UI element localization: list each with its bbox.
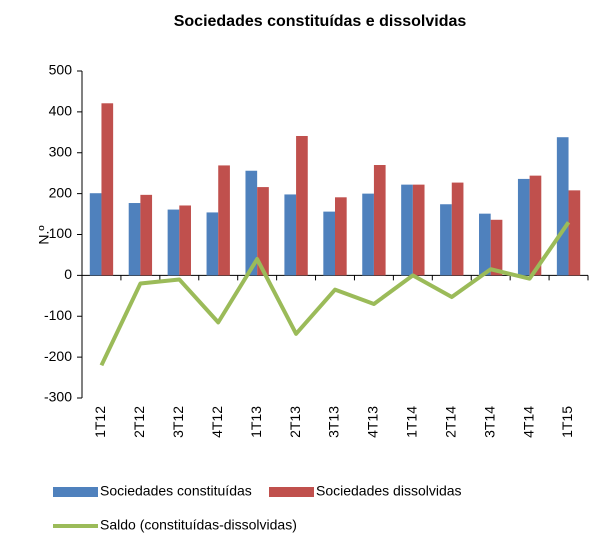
x-tick-label: 1T14 (404, 406, 420, 438)
y-tick-label: 400 (49, 103, 73, 119)
line (99, 221, 571, 367)
chart-title: Sociedades constituídas e dissolvidas (174, 13, 467, 30)
legend-label: Sociedades dissolvidas (316, 483, 462, 499)
y-tick-label: 500 (49, 62, 73, 78)
y-tick-label: -300 (44, 389, 72, 405)
bar (245, 170, 258, 276)
x-tick-label: 2T13 (287, 406, 303, 438)
legend-swatch (53, 487, 98, 497)
bar (257, 187, 269, 276)
bar (373, 165, 386, 276)
bar (490, 219, 503, 276)
bar (167, 209, 180, 276)
bar (529, 175, 542, 276)
x-tick-label: 3T12 (170, 406, 186, 438)
y-tick-label: 200 (49, 184, 73, 200)
y-tick-label: 100 (49, 225, 73, 241)
x-tick-label: 2T12 (131, 406, 147, 438)
bar (284, 194, 297, 276)
bar (517, 178, 530, 276)
bar (218, 165, 230, 276)
x-tick-label: 4T13 (365, 406, 381, 438)
x-tick-label: 1T13 (248, 406, 264, 438)
x-tick-label: 3T13 (326, 406, 342, 438)
bar (140, 194, 153, 276)
bar (128, 203, 141, 276)
x-tick-label: 4T14 (520, 406, 536, 438)
bar (179, 205, 191, 276)
bar (556, 137, 569, 276)
y-tick-label: 300 (49, 143, 73, 159)
x-tick-label: 4T12 (209, 406, 225, 438)
bar (568, 190, 581, 276)
x-tick-label: 1T12 (92, 406, 108, 438)
bar (89, 193, 102, 276)
bar (335, 197, 347, 276)
bar (206, 212, 219, 276)
bar (362, 193, 374, 276)
legend-label: Saldo (constituídas-dissolvidas) (100, 517, 297, 533)
bar (451, 182, 464, 276)
x-tick-label: 1T15 (559, 406, 575, 438)
bar (440, 204, 452, 276)
y-tick-label: -100 (44, 307, 72, 323)
y-tick-label: 0 (64, 266, 72, 282)
x-tick-label: 3T14 (481, 406, 497, 438)
bar (296, 135, 308, 276)
bar (323, 211, 335, 276)
legend-swatch (269, 487, 314, 497)
bar (401, 184, 413, 276)
y-axis-label: N.º (36, 225, 52, 244)
legend-label: Sociedades constituídas (100, 483, 252, 499)
x-tick-label: 2T14 (442, 406, 458, 438)
y-tick-label: -200 (44, 348, 72, 364)
bar (101, 103, 114, 276)
bar (479, 213, 491, 276)
bar (412, 184, 425, 276)
